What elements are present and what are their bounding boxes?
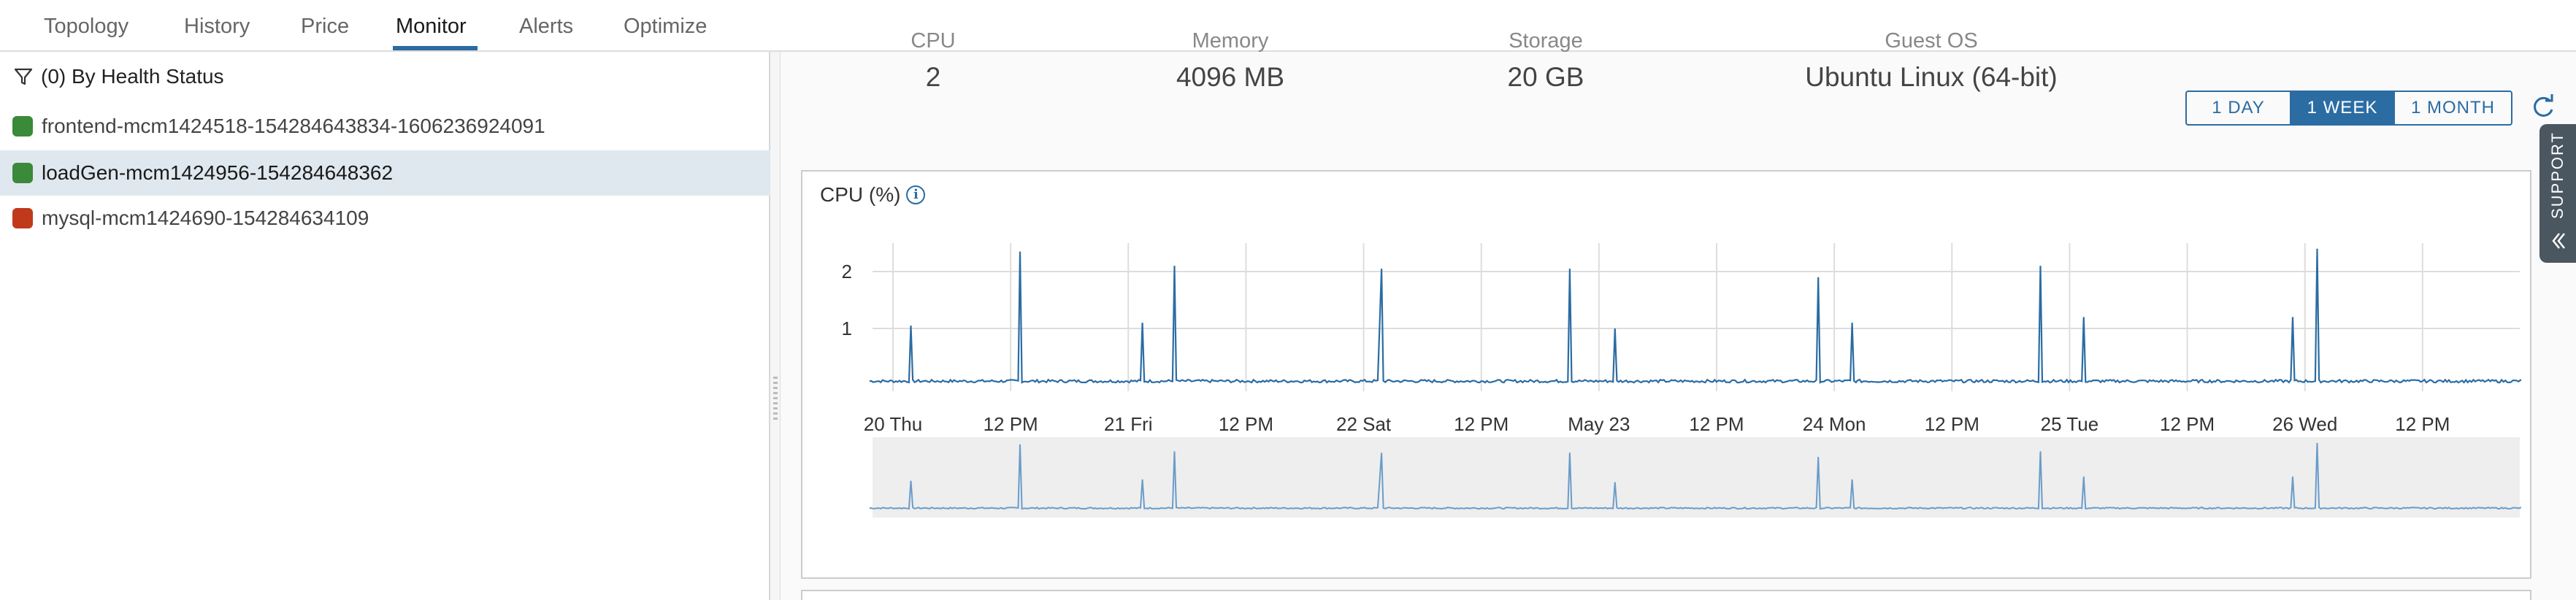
- filter-icon: [14, 68, 33, 85]
- list-item[interactable]: loadGen-mcm1424956-154284648362: [0, 150, 770, 196]
- navigator-background: [873, 437, 2520, 518]
- x-tick-label: 12 PM: [1689, 413, 1744, 435]
- vm-list-pane: (0) By Health Status frontend-mcm1424518…: [0, 52, 770, 600]
- info-icon[interactable]: i: [906, 185, 926, 204]
- x-tick-label: 24 Mon: [1803, 413, 1866, 435]
- chart-area: 20 Thu 12 PM 21 Fri 12 PM 22 Sat 12 PM May 23 1…: [820, 221, 2523, 568]
- range-1-day-button[interactable]: 1 DAY: [2187, 92, 2291, 124]
- x-tick-label: 12 PM: [2160, 413, 2215, 435]
- support-label: SUPPORT: [2548, 131, 2567, 219]
- x-tick-label: 20 Thu: [864, 413, 922, 435]
- health-status-filter[interactable]: (0) By Health Status: [13, 62, 224, 91]
- stat-value: 2: [925, 62, 941, 92]
- navigator-series-line: [869, 442, 2523, 510]
- x-tick-label: 26 Wed: [2272, 413, 2337, 435]
- guest-os-stat: Guest OS Ubuntu Linux (64-bit): [1745, 29, 2117, 93]
- tab-monitor[interactable]: Monitor: [396, 15, 467, 38]
- x-tick-label: 22 Sat: [1336, 413, 1392, 435]
- stat-value: 4096 MB: [1176, 62, 1285, 92]
- cpu-chart-panel: CPU (%) i 20 Thu 12 PM 21 Fri 12 PM 22 Sat 12…: [801, 170, 2531, 579]
- cpu-series-line: [869, 248, 2523, 384]
- vm-health-icon: [12, 208, 33, 228]
- x-tick-label: May 23: [1568, 413, 1630, 435]
- range-1-month-button[interactable]: 1 MONTH: [2411, 98, 2495, 118]
- vm-name: loadGen-mcm1424956-154284648362: [42, 161, 394, 184]
- x-tick-label: 21 Fri: [1104, 413, 1152, 435]
- storage-stat: Storage 20 GB: [1473, 29, 1619, 93]
- list-item[interactable]: frontend-mcm1424518-154284643834-1606236…: [0, 104, 770, 149]
- x-tick-label: 12 PM: [1219, 413, 1273, 435]
- x-tick-label: 12 PM: [2395, 413, 2450, 435]
- active-tab-indicator: [393, 46, 478, 50]
- cpu-stat: CPU 2: [875, 29, 992, 93]
- x-tick-label: 12 PM: [1925, 413, 1979, 435]
- tab-alerts[interactable]: Alerts: [519, 15, 574, 38]
- stat-value: 20 GB: [1507, 62, 1584, 92]
- refresh-icon[interactable]: [2528, 92, 2557, 121]
- tab-price[interactable]: Price: [301, 15, 350, 38]
- tab-bar: Topology History Price Monitor Alerts Op…: [0, 0, 2576, 52]
- vm-health-icon: [12, 116, 33, 136]
- list-item[interactable]: mysql-mcm1424690-154284634109: [0, 196, 770, 241]
- range-1-week-button[interactable]: 1 WEEK: [2291, 92, 2395, 124]
- x-tick-label: 12 PM: [1454, 413, 1509, 435]
- filter-label: (0) By Health Status: [41, 65, 224, 88]
- stat-label: Guest OS: [1885, 29, 1978, 53]
- y-tick-label: 1: [842, 318, 852, 339]
- x-tick-label: 25 Tue: [2041, 413, 2099, 435]
- tab-topology[interactable]: Topology: [44, 15, 129, 38]
- next-panel-edge: [801, 590, 2531, 600]
- y-tick-label: 2: [842, 261, 852, 282]
- chart-title: CPU (%) i: [820, 183, 926, 207]
- vm-health-icon: [12, 163, 33, 183]
- stat-value: Ubuntu Linux (64-bit): [1805, 62, 2058, 92]
- stat-label: Memory: [1192, 29, 1269, 53]
- support-tab[interactable]: SUPPORT: [2539, 124, 2576, 263]
- drag-handle-icon[interactable]: [773, 377, 778, 420]
- cpu-line-chart[interactable]: 20 Thu 12 PM 21 Fri 12 PM 22 Sat 12 PM May 23 1…: [820, 221, 2523, 568]
- pane-splitter[interactable]: [770, 52, 781, 600]
- vm-name: mysql-mcm1424690-154284634109: [42, 207, 369, 229]
- vm-name: frontend-mcm1424518-154284643834-1606236…: [42, 115, 545, 137]
- stat-label: CPU: [911, 29, 956, 53]
- stat-label: Storage: [1509, 29, 1583, 53]
- memory-stat: Memory 4096 MB: [1143, 29, 1318, 93]
- tab-optimize[interactable]: Optimize: [624, 15, 708, 38]
- chart-title-text: CPU (%): [820, 183, 901, 206]
- tab-history[interactable]: History: [184, 15, 250, 38]
- time-range-selector: 1 DAY 1 WEEK 1 MONTH: [2185, 91, 2512, 126]
- chevron-left-icon: [2552, 233, 2565, 249]
- x-tick-label: 12 PM: [984, 413, 1038, 435]
